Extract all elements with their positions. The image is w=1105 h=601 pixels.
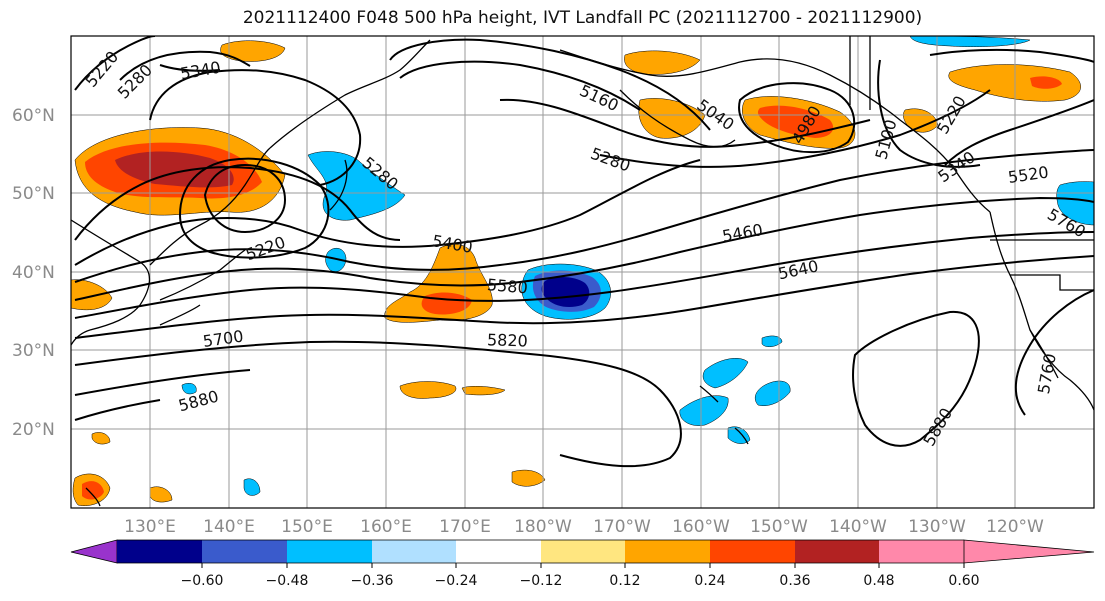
- colorbar: −0.60 −0.48 −0.36 −0.24 −0.12 0.12 0.24 …: [70, 539, 1095, 589]
- map-title: 2021112400 F048 500 hPa height, IVT Land…: [242, 8, 923, 28]
- colorbar-segment: [710, 540, 795, 563]
- colorbar-tick-label: 0.12: [609, 573, 640, 589]
- ivt-shading: [71, 36, 1094, 506]
- colorbar-segment: [287, 540, 372, 563]
- lat-label: 60°N: [12, 106, 55, 126]
- colorbar-extend-low: [70, 539, 118, 564]
- lat-label: 30°N: [12, 341, 55, 361]
- lon-label: 130°E: [124, 517, 176, 537]
- colorbar-tick-label: −0.12: [520, 573, 563, 589]
- colorbar-segment: [117, 540, 202, 563]
- colorbar-segment: [202, 540, 287, 563]
- lon-label: 150°E: [281, 517, 333, 537]
- colorbar-extend-high: [963, 539, 1095, 564]
- colorbar-tick-label: 0.60: [948, 573, 979, 589]
- lon-label: 120°W: [986, 517, 1044, 537]
- colorbar-tick-label: −0.36: [351, 573, 394, 589]
- colorbar-segment: [372, 540, 456, 563]
- colorbar-tick-label: 0.24: [694, 573, 725, 589]
- lon-label: 150°W: [750, 517, 808, 537]
- height-contours: [74, 36, 1094, 468]
- colorbar-segment: [541, 540, 625, 563]
- contour-label: 5820: [487, 330, 528, 350]
- lon-label: 140°E: [203, 517, 255, 537]
- lat-label: 50°N: [12, 184, 55, 204]
- colorbar-tick-label: 0.48: [863, 573, 894, 589]
- colorbar-ticks: −0.60 −0.48 −0.36 −0.24 −0.12 0.12 0.24 …: [181, 563, 980, 589]
- graticule: [71, 36, 1094, 508]
- lon-label: 170°E: [439, 517, 491, 537]
- lon-label: 180°W: [514, 517, 572, 537]
- lon-label: 170°W: [593, 517, 651, 537]
- lat-label: 20°N: [12, 420, 55, 440]
- colorbar-tick-label: −0.60: [181, 573, 224, 589]
- colorbar-segment: [879, 540, 964, 563]
- contour-label: 5580: [486, 275, 528, 297]
- colorbar-tick-label: −0.48: [266, 573, 309, 589]
- colorbar-tick-label: −0.24: [435, 573, 478, 589]
- latitude-labels: 60°N 50°N 40°N 30°N 20°N: [12, 106, 55, 440]
- longitude-labels: 130°E 140°E 150°E 160°E 170°E 180°W 170°…: [124, 517, 1044, 537]
- lat-label: 40°N: [12, 263, 55, 283]
- colorbar-tick-label: 0.36: [779, 573, 810, 589]
- lon-label: 160°W: [672, 517, 730, 537]
- lon-label: 160°E: [360, 517, 412, 537]
- colorbar-segment: [795, 540, 879, 563]
- colorbar-segment: [456, 540, 541, 563]
- lon-label: 140°W: [829, 517, 887, 537]
- map-frame: [70, 35, 1095, 509]
- colorbar-segment: [625, 540, 710, 563]
- lon-label: 130°W: [908, 517, 966, 537]
